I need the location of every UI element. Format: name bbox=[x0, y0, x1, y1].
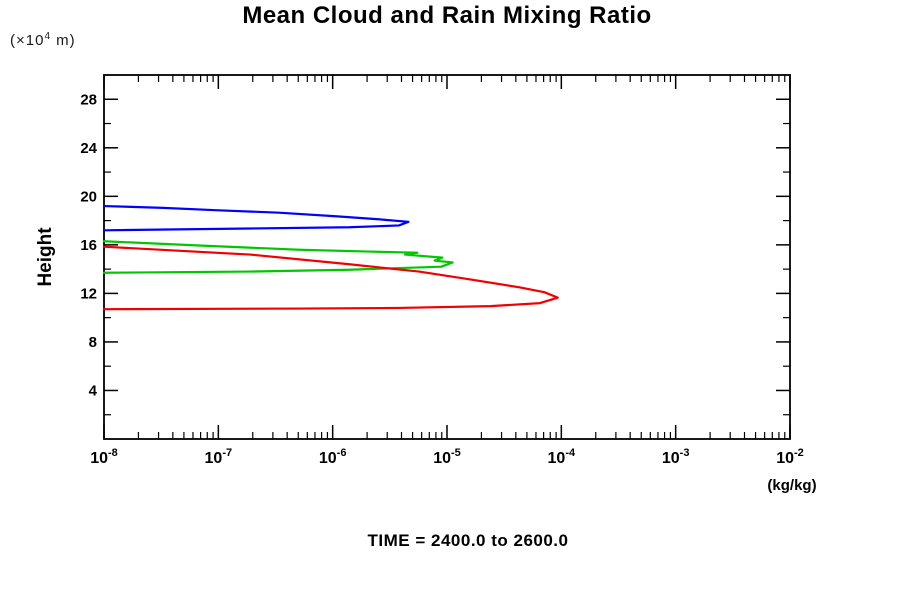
x-tick-label: 10-6 bbox=[319, 447, 347, 467]
chart-title: Mean Cloud and Rain Mixing Ratio bbox=[242, 2, 652, 29]
x-tick-label: 10-2 bbox=[776, 447, 804, 467]
y-axis-unit-prefix: (×10 bbox=[10, 32, 45, 49]
series-line-red-profile bbox=[102, 245, 559, 311]
time-caption: TIME = 2400.0 to 2600.0 bbox=[367, 531, 569, 550]
x-tick-label: 10-5 bbox=[433, 447, 461, 467]
y-axis-unit-label: (×104 m) bbox=[10, 31, 76, 49]
y-tick-label: 20 bbox=[80, 188, 97, 205]
x-tick-label: 10-7 bbox=[205, 447, 233, 467]
y-axis-unit-suffix: m) bbox=[51, 32, 76, 49]
plot-box bbox=[103, 74, 791, 440]
y-tick-label: 24 bbox=[80, 140, 97, 157]
x-tick-label: 10-8 bbox=[90, 447, 118, 467]
y-tick-label: 28 bbox=[80, 91, 97, 108]
y-tick-label: 12 bbox=[80, 285, 97, 302]
x-tick-label: 10-4 bbox=[548, 447, 576, 467]
y-tick-label: 4 bbox=[89, 382, 98, 399]
y-axis-unit-exponent: 4 bbox=[44, 31, 52, 42]
series-line-green-profile bbox=[102, 240, 454, 274]
x-axis-unit-label: (kg/kg) bbox=[767, 477, 817, 494]
series-line-blue-profile bbox=[102, 204, 410, 232]
x-tick-label: 10-3 bbox=[662, 447, 690, 467]
y-tick-label: 16 bbox=[80, 237, 97, 254]
y-tick-label: 8 bbox=[89, 334, 97, 351]
